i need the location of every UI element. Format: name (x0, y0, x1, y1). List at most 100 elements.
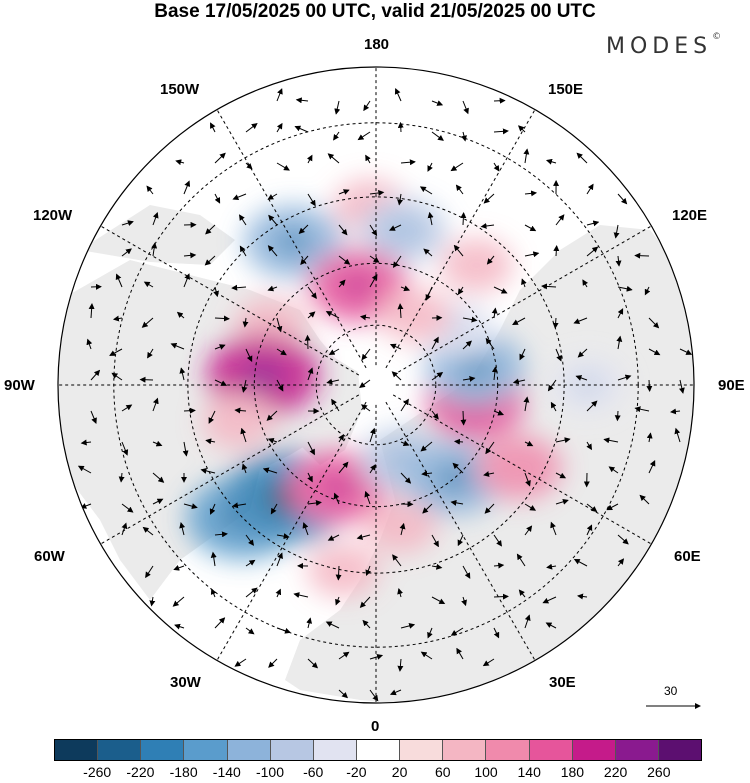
wind-vector-arrow (431, 100, 444, 106)
wind-vector-arrow (231, 502, 247, 509)
wind-vector-arrow (234, 658, 247, 667)
wind-vector-arrow (276, 552, 283, 567)
wind-vector-arrow (453, 438, 464, 445)
wind-vector-arrow (431, 596, 446, 605)
wind-vector-arrow (276, 122, 283, 133)
wind-vector-arrow (521, 278, 527, 288)
wind-vector-arrow (338, 434, 345, 443)
wind-vector-arrow (307, 286, 317, 299)
wind-vector-arrow (450, 627, 464, 636)
wind-vector-arrow (483, 193, 495, 204)
wind-vector-arrow (210, 551, 217, 567)
wind-vector-arrow (214, 315, 230, 322)
lon-label-60w: 60W (34, 548, 65, 565)
wind-vector-arrow (486, 255, 495, 265)
wind-vector-arrow (111, 372, 123, 381)
wind-vector-arrow (146, 185, 154, 195)
wind-vector-arrow (338, 461, 349, 474)
wind-vector-arrow (245, 162, 253, 170)
wind-vector-arrow (462, 375, 476, 382)
wind-vector-arrow (648, 348, 661, 356)
wind-vector-arrow (327, 153, 340, 164)
wind-vector-arrow (431, 410, 439, 420)
wind-vector-arrow (145, 565, 154, 579)
wind-vector-arrow (586, 524, 593, 536)
colorbar-segment (227, 740, 271, 760)
wind-vector-arrow (234, 407, 247, 414)
wind-vector-arrow (582, 279, 589, 288)
wind-vector-arrow (245, 123, 258, 133)
wind-vector-arrow (462, 340, 472, 350)
wind-vector-arrow (151, 242, 158, 257)
wind-vector-arrow (210, 588, 217, 598)
meridian-line (210, 401, 367, 672)
colorbar-tick-label: -180 (169, 764, 198, 780)
wind-vector-arrow (149, 596, 156, 607)
wind-vector-arrow (400, 472, 412, 484)
wind-vector-arrow (670, 408, 681, 415)
wind-vector-arrow (512, 317, 526, 326)
wind-vector-arrow (397, 588, 404, 598)
colorbar-tick-label: 140 (517, 764, 541, 780)
wind-vector-arrow (369, 255, 380, 263)
wind-vector-arrow (420, 651, 433, 660)
wind-vector-arrow (183, 252, 197, 259)
wind-vector-arrow (121, 522, 128, 536)
colorbar-segment (356, 740, 401, 760)
wind-vector-arrow (307, 441, 315, 456)
wind-vector-arrow (170, 343, 185, 350)
wind-vector-arrow (460, 211, 467, 226)
wind-vector-arrow (545, 158, 557, 165)
wind-vector-arrow (646, 379, 653, 392)
latitude-circle (315, 324, 437, 446)
alaska-land (80, 205, 235, 265)
wind-vector-arrow (452, 462, 464, 474)
wind-vector-arrow (493, 286, 508, 294)
wind-vector-arrow (493, 562, 505, 569)
wind-vector-arrow (173, 565, 185, 571)
wind-vector-arrow (425, 286, 433, 301)
wind-vector-arrow (152, 498, 164, 505)
wind-vector-arrow (356, 534, 371, 540)
wind-vector-arrow (231, 284, 247, 291)
meridian-line (385, 98, 542, 369)
colorbar-segment (443, 740, 487, 760)
wind-vector-arrow (399, 522, 406, 536)
lon-label-60e: 60E (674, 548, 701, 565)
wind-vector-arrow (362, 619, 371, 629)
wind-vector-arrow (576, 152, 588, 164)
colorbar-tick-label: 260 (647, 764, 671, 780)
wind-vector-arrow (369, 653, 384, 660)
wind-vector-arrow (400, 622, 416, 629)
wind-vector-arrow (300, 255, 309, 266)
wind-vector-arrow (333, 492, 340, 505)
anomaly-layer (186, 179, 624, 598)
wind-vector-arrow (524, 440, 534, 447)
wind-vector-arrow (214, 531, 228, 538)
wind-vector-arrow (431, 563, 443, 570)
meridian-line (210, 98, 367, 369)
wind-vector-arrow (397, 303, 404, 319)
wind-vector-arrow (306, 154, 313, 164)
wind-vector-arrow (462, 565, 471, 579)
wind-vector-arrow (88, 303, 95, 319)
wind-vector-arrow (400, 398, 409, 412)
wind-vector-arrow (586, 503, 598, 513)
wind-vector-arrow (335, 565, 342, 581)
wind-vector-arrow (617, 374, 632, 381)
wind-vector-arrow (648, 460, 656, 474)
wind-vector-arrow (325, 621, 340, 629)
wind-vector-arrow (80, 439, 92, 446)
wind-vector-arrow (674, 427, 681, 443)
wind-vector-arrow (420, 441, 433, 452)
wind-vector-arrow (338, 255, 351, 265)
wind-vector-arrow (524, 190, 538, 197)
wind-vector-arrow (213, 286, 220, 298)
wind-vector-arrow (147, 348, 154, 359)
wind-vector-arrow (262, 467, 278, 474)
wind-vector-arrow (389, 224, 402, 231)
polar-map (57, 66, 701, 709)
wind-vector-arrow (555, 348, 562, 362)
wind-vector-arrow (455, 184, 464, 195)
wind-vector-arrow (307, 472, 313, 483)
